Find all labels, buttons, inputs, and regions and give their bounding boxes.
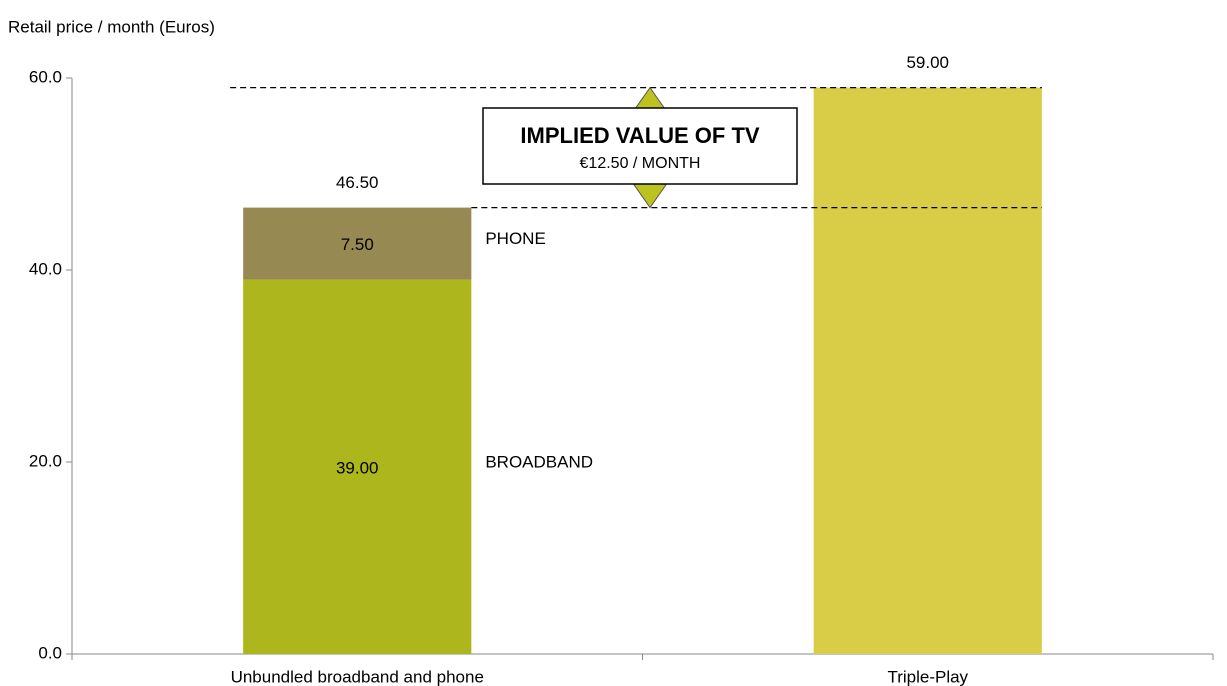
bar-segment — [813, 87, 1042, 655]
segment-name: BROADBAND — [485, 452, 593, 471]
y-tick-label: 40.0 — [29, 259, 62, 278]
segment-name: PHONE — [485, 229, 545, 248]
annotation-title: IMPLIED VALUE OF TV — [520, 123, 759, 148]
annotation-text: €12.50 / MONTH — [580, 155, 701, 172]
x-tick-label: Triple-Play — [887, 667, 968, 686]
y-tick-label: 0.0 — [38, 643, 62, 662]
y-tick-label: 20.0 — [29, 451, 62, 470]
data-label: 39.00 — [336, 458, 379, 477]
bar-segment — [243, 207, 472, 280]
data-label: 7.50 — [341, 235, 374, 254]
bar-segment — [243, 279, 472, 654]
total-label: 46.50 — [336, 173, 379, 192]
x-tick-label: Unbundled broadband and phone — [231, 667, 484, 686]
total-label: 59.00 — [906, 53, 949, 72]
annotation-box — [482, 107, 798, 185]
y-tick-label: 60.0 — [29, 67, 62, 86]
y-axis-label: Retail price / month (Euros) — [8, 17, 215, 36]
